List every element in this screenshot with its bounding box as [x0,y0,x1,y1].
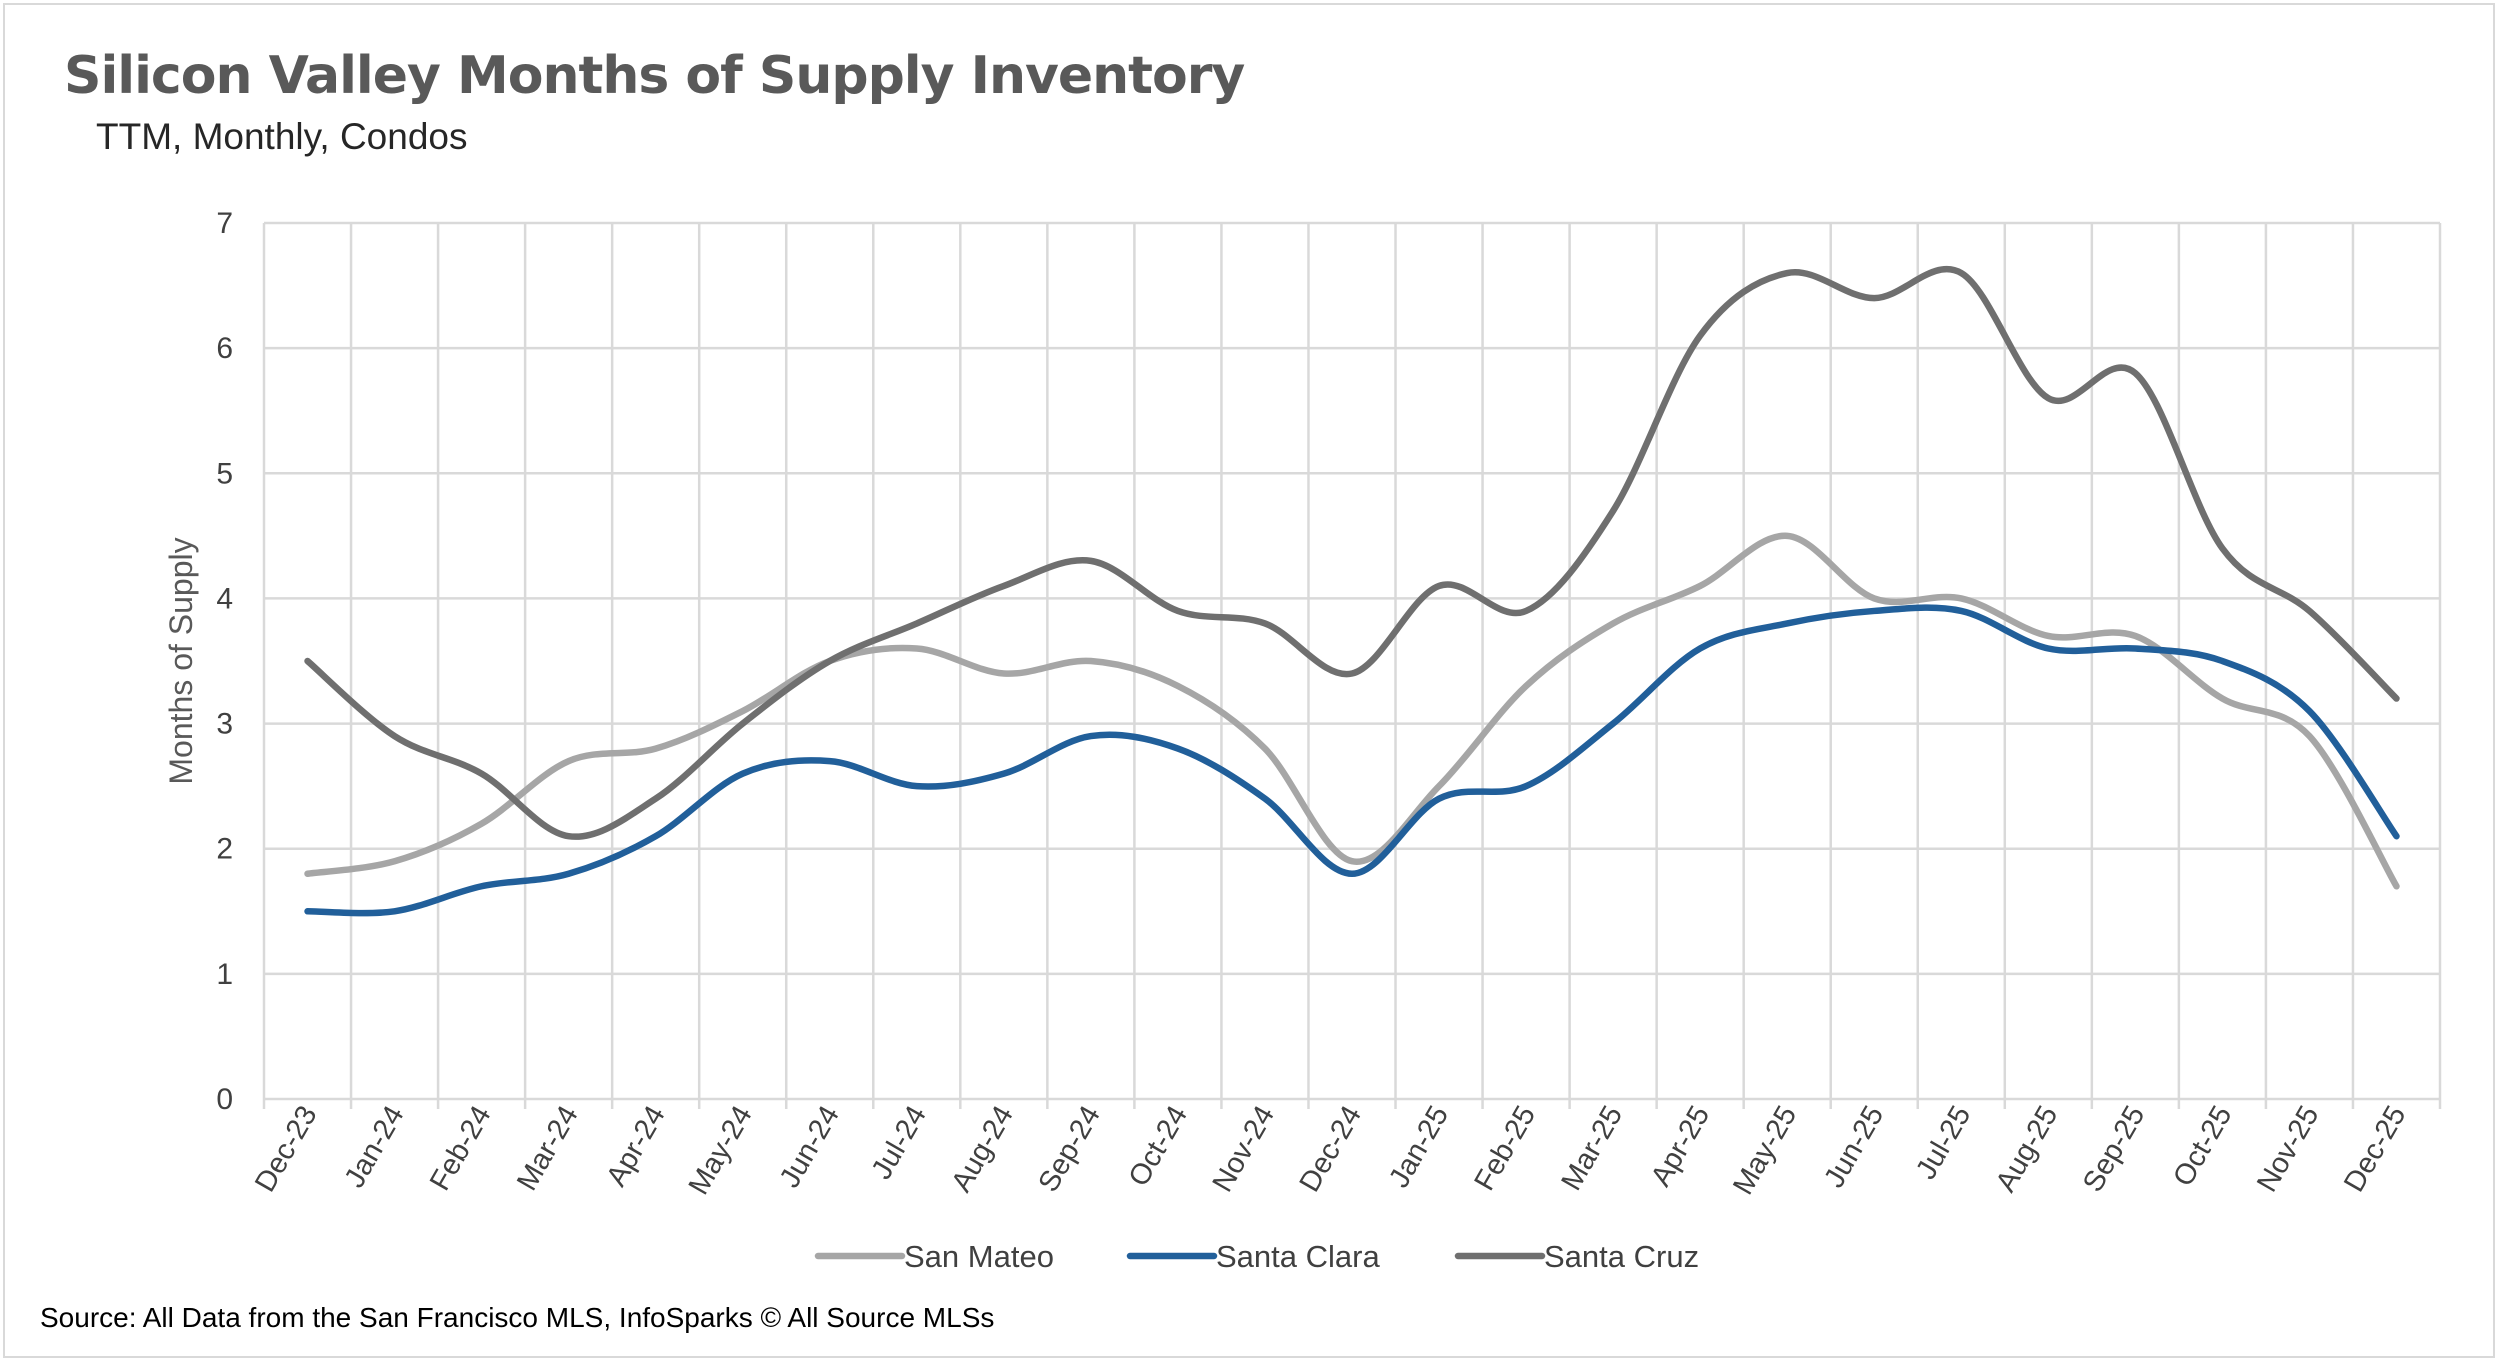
x-tick-label: Sep-24 [1032,1101,1106,1198]
chart-frame [3,3,2495,1358]
x-axis-ticks: Dec-23 Jan-24 Feb-24 Mar-24 Apr-24 May-24 Jun-… [249,1101,2412,1201]
x-tick-label: Apr-25 [1645,1101,1716,1192]
series-lines [304,265,2400,917]
x-tick-label: Dec-24 [1294,1101,1368,1198]
y-tick-label: 0 [216,1083,233,1116]
legend-label-santa-cruz: Santa Cruz [1544,1239,1699,1274]
y-tick-label: 6 [216,332,233,365]
y-axis-ticks: 0 1 2 3 4 5 6 7 [216,207,233,1116]
x-tick-label: Aug-24 [945,1101,1019,1198]
chart-title: Silicon Valley Months of Supply Inventor… [64,46,1245,106]
y-tick-label: 7 [216,207,233,240]
x-tick-label: Aug-25 [1990,1101,2064,1198]
y-tick-label: 1 [216,958,233,991]
source-note: Source: All Data from the San Francisco … [40,1302,995,1333]
legend-label-santa-clara: Santa Clara [1216,1239,1380,1274]
horizontal-gridlines [264,221,2440,1101]
y-tick-label: 5 [216,457,233,490]
x-tick-label: Oct-25 [2167,1101,2238,1192]
series-line-santa-clara [304,604,2400,917]
y-axis-label: Months of Supply [163,537,199,784]
legend-label-san-mateo: San Mateo [904,1239,1054,1274]
x-tick-label: Nov-24 [1207,1101,1281,1198]
chart-subtitle: TTM, Monthly, Condos [96,116,468,157]
x-tick-label: Apr-24 [601,1101,672,1192]
x-tick-label: Dec-25 [2338,1101,2412,1198]
y-tick-label: 4 [216,582,233,615]
y-tick-label: 3 [216,708,233,741]
vertical-gridlines [262,223,2442,1109]
x-tick-label: Jan-24 [339,1101,411,1194]
x-tick-label: Jul-25 [1910,1101,1977,1185]
x-tick-label: May-25 [1727,1101,1803,1201]
x-tick-label: Feb-25 [1468,1101,1542,1197]
x-tick-label: Jul-24 [866,1101,933,1185]
x-tick-label: Sep-25 [2077,1101,2151,1198]
x-tick-label: Jan-25 [1383,1101,1455,1194]
x-tick-label: Dec-23 [249,1101,323,1198]
series-line-santa-cruz [304,265,2400,840]
x-tick-label: Jun-24 [774,1101,846,1194]
x-tick-label: May-24 [683,1101,759,1201]
series-line-san-mateo [304,532,2400,890]
y-tick-label: 2 [216,833,233,866]
x-tick-label: Nov-25 [2251,1101,2325,1198]
x-tick-label: Mar-25 [1556,1101,1630,1197]
x-tick-label: Mar-24 [511,1101,585,1197]
x-tick-label: Jun-25 [1818,1101,1890,1194]
x-tick-label: Oct-24 [1123,1101,1194,1192]
x-tick-label: Feb-24 [424,1101,498,1197]
legend: San Mateo Santa Clara Santa Cruz [814,1239,1699,1274]
